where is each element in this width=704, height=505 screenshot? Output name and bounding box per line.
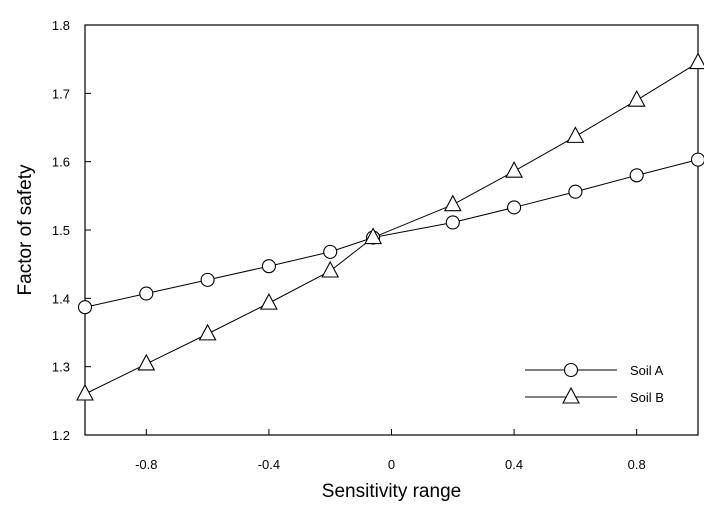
data-point-soil-a bbox=[568, 184, 583, 199]
data-point-soil-b bbox=[505, 161, 524, 178]
data-point-soil-a bbox=[261, 259, 276, 274]
series-line-soil-a bbox=[84, 159, 699, 308]
data-point-soil-b bbox=[198, 323, 217, 341]
y-axis-title: Factor of safety bbox=[15, 164, 36, 295]
series-markers-soil-a bbox=[77, 152, 704, 315]
series-line-soil-b bbox=[84, 62, 699, 395]
legend-marker-triangle bbox=[562, 386, 580, 404]
series-layer bbox=[76, 52, 704, 401]
series-soil-b bbox=[84, 62, 699, 395]
data-point-soil-b bbox=[137, 353, 156, 371]
data-point-soil-a bbox=[690, 152, 704, 167]
x-tick-label: -0.4 bbox=[258, 457, 280, 472]
data-point-soil-a bbox=[139, 286, 154, 301]
legend-label: Soil B bbox=[630, 390, 664, 405]
legend-item-soil-a: Soil A bbox=[525, 362, 664, 378]
legend-label: Soil A bbox=[630, 363, 664, 378]
data-point-soil-a bbox=[629, 168, 644, 183]
data-point-soil-a bbox=[507, 200, 522, 215]
data-point-soil-b bbox=[689, 52, 704, 70]
y-tick-label: 1.8 bbox=[52, 18, 70, 33]
x-tick-label: 0.4 bbox=[505, 457, 523, 472]
x-tick-label: 0.8 bbox=[628, 457, 646, 472]
y-axis: 1.2 1.3 1.4 1.5 1.6 1.7 1.8 bbox=[52, 18, 91, 443]
legend-marker-circle bbox=[563, 362, 579, 378]
data-point-soil-b bbox=[364, 227, 383, 245]
y-tick-label: 1.4 bbox=[52, 291, 70, 306]
data-point-soil-b bbox=[566, 126, 585, 143]
data-point-soil-a bbox=[323, 244, 338, 259]
x-axis: -0.8 -0.4 0 0.4 0.8 bbox=[135, 429, 646, 472]
y-tick-label: 1.7 bbox=[52, 86, 70, 101]
data-point-soil-b bbox=[259, 292, 278, 310]
data-point-soil-a bbox=[200, 272, 215, 287]
data-point-soil-b bbox=[76, 383, 94, 401]
series-markers-soil-b bbox=[76, 52, 704, 401]
y-tick-label: 1.6 bbox=[52, 155, 70, 170]
legend: Soil A Soil B bbox=[525, 362, 664, 405]
x-tick-label: -0.8 bbox=[135, 457, 157, 472]
y-tick-label: 1.3 bbox=[52, 360, 70, 375]
data-point-soil-b bbox=[443, 194, 462, 212]
legend-item-soil-b: Soil B bbox=[525, 386, 664, 405]
y-tick-label: 1.5 bbox=[52, 223, 70, 238]
x-tick-label: 0 bbox=[388, 457, 395, 472]
series-soil-a bbox=[84, 159, 699, 308]
data-point-soil-a bbox=[77, 300, 93, 315]
x-axis-title: Sensitivity range bbox=[322, 481, 461, 502]
data-point-soil-b bbox=[321, 260, 340, 278]
data-point-soil-b bbox=[627, 89, 646, 107]
y-tick-label: 1.2 bbox=[52, 428, 70, 443]
data-point-soil-a bbox=[445, 215, 460, 230]
